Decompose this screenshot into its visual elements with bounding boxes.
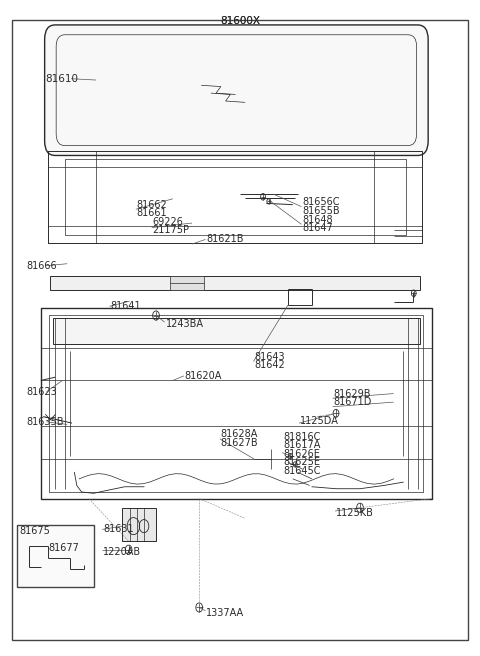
Text: 81641: 81641 xyxy=(110,301,141,312)
Text: 81655B: 81655B xyxy=(302,205,340,216)
Text: 81635B: 81635B xyxy=(26,417,64,427)
Text: 21175P: 21175P xyxy=(153,225,190,236)
Text: 81675: 81675 xyxy=(19,526,50,537)
Bar xyxy=(53,318,420,344)
Text: 81620A: 81620A xyxy=(185,371,222,381)
FancyBboxPatch shape xyxy=(45,25,428,155)
Text: 81645C: 81645C xyxy=(283,466,321,476)
Text: 81642: 81642 xyxy=(254,360,285,371)
Text: 81662: 81662 xyxy=(137,200,168,211)
Text: 81629B: 81629B xyxy=(334,388,371,399)
Text: 81631: 81631 xyxy=(103,524,134,535)
Bar xyxy=(17,525,94,587)
Text: 69226: 69226 xyxy=(153,217,183,228)
Text: 81647: 81647 xyxy=(302,223,333,234)
Text: 81600X: 81600X xyxy=(220,16,260,26)
Text: 81648: 81648 xyxy=(302,215,333,225)
Text: 81610: 81610 xyxy=(46,73,79,84)
Text: 81623: 81623 xyxy=(26,386,57,397)
Bar xyxy=(50,276,420,290)
Text: 81671D: 81671D xyxy=(334,397,372,407)
Text: 81627B: 81627B xyxy=(221,438,258,448)
Text: 81816C: 81816C xyxy=(283,432,321,442)
Text: 81600X: 81600X xyxy=(220,16,260,26)
Text: 81666: 81666 xyxy=(26,260,57,271)
Text: 81643: 81643 xyxy=(254,352,285,362)
Text: 1125KB: 1125KB xyxy=(336,508,374,518)
Text: 81617A: 81617A xyxy=(283,440,321,451)
Bar xyxy=(122,508,156,541)
Text: 81628A: 81628A xyxy=(221,429,258,440)
Text: 81661: 81661 xyxy=(137,208,168,218)
Text: 1125DA: 1125DA xyxy=(300,416,339,426)
Bar xyxy=(170,276,204,290)
Text: 1337AA: 1337AA xyxy=(206,607,244,618)
Text: 1243BA: 1243BA xyxy=(166,319,204,329)
Text: 1220AB: 1220AB xyxy=(103,547,141,558)
Text: 81625E: 81625E xyxy=(283,457,320,468)
Text: 81677: 81677 xyxy=(48,543,79,553)
Text: 81621B: 81621B xyxy=(206,234,244,245)
Text: 81656C: 81656C xyxy=(302,197,340,207)
Text: 81626E: 81626E xyxy=(283,449,320,459)
